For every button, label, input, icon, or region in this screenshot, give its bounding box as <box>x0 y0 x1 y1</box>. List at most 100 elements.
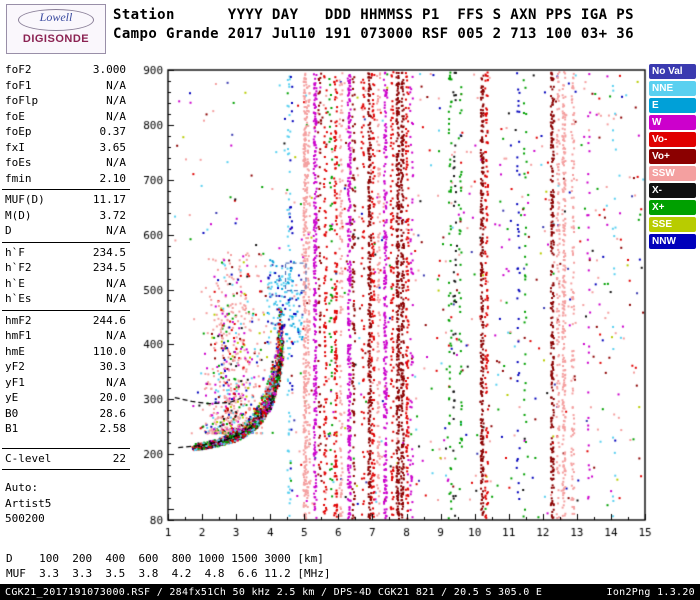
parameter-label: foF2 <box>5 63 32 76</box>
parameter-label: MUF(D) <box>5 193 45 206</box>
parameter-value: 11.17 <box>92 193 126 206</box>
legend-item: X- <box>649 183 696 198</box>
status-bar: CGK21_2017191073000.RSF / 284fx51Ch 50 k… <box>0 584 700 600</box>
parameter-label: B1 <box>5 422 19 435</box>
parameter-row: B1 2.58 <box>2 421 130 437</box>
parameter-label: hmE <box>5 344 25 358</box>
parameter-row: hmF2 244.6 <box>2 313 130 329</box>
parameter-group: MUF(D) 11.17 M(D) 3.72 D N/A <box>2 189 130 242</box>
parameter-label: h`F <box>5 245 25 259</box>
digisonde-logo: Lowell DIGISONDE <box>6 4 106 54</box>
parameter-label: yF1 <box>5 375 25 389</box>
parameter-label: foEs <box>5 156 32 169</box>
parameter-label: B0 <box>5 406 19 420</box>
parameter-value: 20.0 <box>99 391 127 404</box>
parameter-value: 234.5 <box>92 245 126 259</box>
parameter-group: Auto: Artist5 500200 <box>2 478 130 530</box>
parameter-value: N/A <box>106 276 126 290</box>
logo-oval: Lowell <box>18 9 94 31</box>
parameter-label: D <box>5 224 12 237</box>
parameter-row: fmin 2.10 <box>2 171 130 187</box>
parameter-row: D N/A <box>2 223 130 239</box>
legend-item: SSE <box>649 217 696 232</box>
parameter-label: C-level <box>5 451 52 465</box>
parameter-value: N/A <box>106 375 126 389</box>
parameter-value: N/A <box>106 109 126 123</box>
legend-item: E <box>649 98 696 113</box>
parameter-label: foE <box>5 109 25 123</box>
parameter-label: fxI <box>5 140 25 154</box>
muf-row: MUF 3.3 3.3 3.5 3.8 4.2 4.8 6.6 11.2 [MH… <box>6 567 331 580</box>
legend-item: SSW <box>649 166 696 181</box>
parameter-row: yF2 30.3 <box>2 359 130 375</box>
parameter-group: hmF2 244.6 hmF1 N/A hmE 110.0 yF2 30.3 yF1 N/A yE 2… <box>2 309 130 440</box>
parameter-value: N/A <box>106 94 126 107</box>
parameter-value: 0.37 <box>99 125 127 138</box>
parameter-value: 3.65 <box>99 140 127 154</box>
parameter-panel: foF2 3.000 foF1 N/A foFlp N/A foE N/A foEp 0.37 fx… <box>2 60 130 530</box>
header-field-values-row: Campo Grande 2017 Jul10 191 073000 RSF 0… <box>113 26 634 42</box>
legend-item: Vo+ <box>649 149 696 164</box>
parameter-value: 234.5 <box>92 261 126 274</box>
parameter-row: Auto: <box>2 480 130 496</box>
parameter-label: h`Es <box>5 292 32 305</box>
parameter-label: yF2 <box>5 360 25 373</box>
parameter-label: 500200 <box>5 512 45 525</box>
parameter-group: h`F 234.5 h`F2 234.5 h`E N/A h`Es N/A <box>2 241 130 310</box>
legend-item: NNW <box>649 234 696 249</box>
parameter-row: Artist5 <box>2 496 130 512</box>
parameter-label: M(D) <box>5 208 32 222</box>
parameter-value: 22 <box>112 451 126 465</box>
parameter-row: h`F2 234.5 <box>2 260 130 276</box>
parameter-value: N/A <box>106 329 126 342</box>
parameter-label: h`F2 <box>5 261 32 274</box>
legend-item: X+ <box>649 200 696 215</box>
parameter-value: 30.3 <box>99 360 127 373</box>
parameter-label: fmin <box>5 171 32 185</box>
parameter-row: MUF(D) 11.17 <box>2 192 130 208</box>
parameter-value: 2.10 <box>99 171 127 185</box>
parameter-row: h`E N/A <box>2 276 130 292</box>
parameter-label: h`E <box>5 276 25 290</box>
logo-lowell-text: Lowell <box>39 10 73 24</box>
parameter-label: Artist5 <box>5 496 52 510</box>
legend-item: No Val <box>649 64 696 79</box>
parameter-value: N/A <box>106 224 126 237</box>
parameter-row: yE 20.0 <box>2 390 130 406</box>
parameter-value: 3.000 <box>92 63 126 76</box>
parameter-value: N/A <box>106 292 126 305</box>
ionogram-plot-canvas <box>130 60 675 550</box>
parameter-value: 28.6 <box>99 406 127 420</box>
parameter-row: foFlp N/A <box>2 93 130 109</box>
parameter-row: fxI 3.65 <box>2 140 130 156</box>
parameter-label: foEp <box>5 125 32 138</box>
parameter-row: yF1 N/A <box>2 375 130 391</box>
parameter-row: h`Es N/A <box>2 291 130 307</box>
status-file-info: CGK21_2017191073000.RSF / 284fx51Ch 50 k… <box>5 586 543 598</box>
parameter-group: foF2 3.000 foF1 N/A foFlp N/A foE N/A foEp 0.37 fx… <box>2 60 130 189</box>
logo-digisonde-text: DIGISONDE <box>22 33 90 45</box>
legend-item: W <box>649 115 696 130</box>
parameter-label: foF1 <box>5 78 32 92</box>
legend-item: Vo- <box>649 132 696 147</box>
parameter-value: N/A <box>106 78 126 92</box>
parameter-row: B0 28.6 <box>2 406 130 422</box>
parameter-row: h`F 234.5 <box>2 245 130 261</box>
parameter-value: 244.6 <box>92 313 126 327</box>
status-version: Ion2Png 1.3.20 <box>606 586 695 598</box>
parameter-value: 2.58 <box>99 422 127 435</box>
parameter-row: 500200 <box>2 511 130 527</box>
distance-row: D 100 200 400 600 800 1000 1500 3000 [km… <box>6 552 324 565</box>
header-field-names-row: Station YYYY DAY DDD HHMMSS P1 FFS S AXN… <box>113 7 634 23</box>
parameter-row: foEs N/A <box>2 155 130 171</box>
parameter-row: hmF1 N/A <box>2 328 130 344</box>
parameter-label: hmF1 <box>5 329 32 342</box>
parameter-label: foFlp <box>5 94 39 107</box>
parameter-row: M(D) 3.72 <box>2 208 130 224</box>
parameter-label: hmF2 <box>5 313 32 327</box>
parameter-row: foE N/A <box>2 109 130 125</box>
parameter-value: N/A <box>106 156 126 169</box>
legend-item: NNE <box>649 81 696 96</box>
parameter-row: C-level 22 <box>2 451 130 467</box>
